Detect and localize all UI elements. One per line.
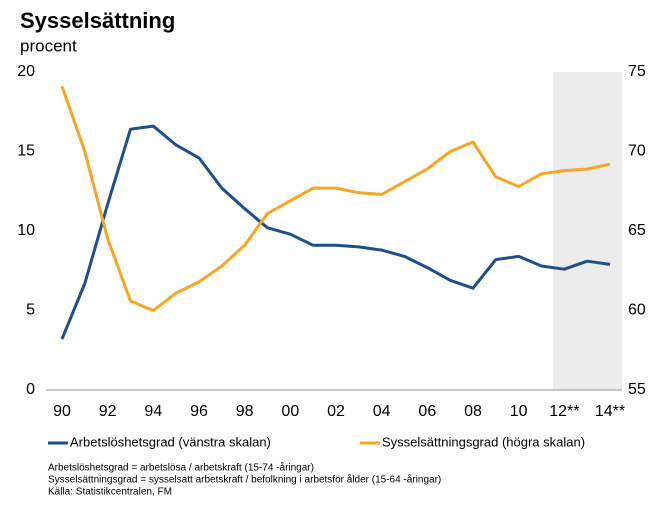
series-line <box>60 85 611 312</box>
footnote: Sysselsättningsgrad = sysselsatt arbetsk… <box>48 474 441 486</box>
x-tick-label: 94 <box>144 403 162 420</box>
x-tick-label: 92 <box>99 403 117 420</box>
y2-tick-label: 55 <box>628 381 646 398</box>
legend-label: Sysselsättningsgrad (högra skalan) <box>382 434 585 449</box>
y-tick-label: 20 <box>17 63 35 80</box>
x-tick-label: 96 <box>190 403 208 420</box>
chart-title: Sysselsättning <box>20 8 175 33</box>
x-tick-label: 04 <box>373 403 391 420</box>
y2-tick-label: 70 <box>628 143 646 160</box>
y2-tick-label: 65 <box>628 222 646 239</box>
forecast-shade <box>552 72 622 390</box>
chart-subtitle: procent <box>20 36 77 55</box>
y2-tick-label: 75 <box>628 63 646 80</box>
x-tick-label: 14** <box>595 403 625 420</box>
x-tick-label: 12** <box>549 403 579 420</box>
x-tick-label: 08 <box>464 403 482 420</box>
x-tick-label: 06 <box>418 403 436 420</box>
footnote: Källa: Statistikcentralen, FM <box>48 487 172 498</box>
footnote: Arbetslöshetsgrad = arbetslösa / arbetsk… <box>48 462 314 474</box>
x-tick-label: 10 <box>510 403 528 420</box>
legend-label: Arbetslöshetsgrad (vänstra skalan) <box>70 434 271 449</box>
x-tick-label: 90 <box>53 403 71 420</box>
x-tick-label: 00 <box>281 403 299 420</box>
series-line <box>60 124 611 340</box>
y-tick-label: 5 <box>26 302 35 319</box>
y-tick-label: 15 <box>17 143 35 160</box>
y-tick-label: 0 <box>26 381 35 398</box>
y-tick-label: 10 <box>17 222 35 239</box>
x-tick-label: 98 <box>236 403 254 420</box>
y2-tick-label: 60 <box>628 302 646 319</box>
x-tick-label: 02 <box>327 403 345 420</box>
